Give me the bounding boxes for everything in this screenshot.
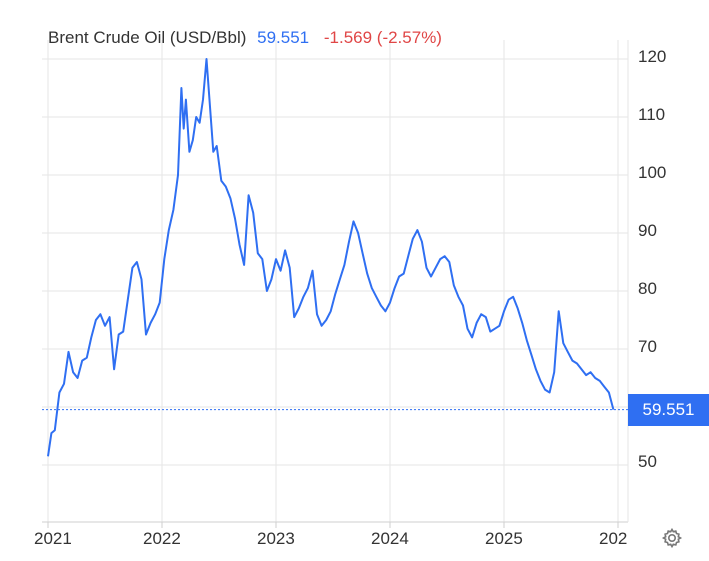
last-price-tag: 59.551 — [628, 394, 709, 426]
vertical-gridlines — [47, 40, 619, 522]
chart-header: Brent Crude Oil (USD/Bbl) 59.551 -1.569 … — [48, 28, 442, 48]
y-tick-label: 70 — [638, 337, 657, 356]
gear-icon[interactable] — [660, 526, 684, 550]
x-tick-label: 2023 — [257, 529, 295, 548]
x-tick-label: 202 — [599, 529, 628, 548]
y-tick-label: 80 — [638, 279, 657, 298]
y-tick-label: 90 — [638, 221, 657, 240]
instrument-name: Brent Crude Oil (USD/Bbl) — [48, 28, 247, 47]
x-tick-marks — [47, 522, 619, 528]
x-tick-label: 2021 — [34, 529, 72, 548]
y-tick-label: 110 — [638, 105, 666, 124]
y-tick-label: 50 — [638, 452, 657, 471]
horizontal-gridlines — [42, 58, 628, 466]
y-tick-label: 100 — [638, 163, 667, 182]
price-change: -1.569 (-2.57%) — [323, 28, 442, 47]
x-tick-label: 2024 — [371, 529, 409, 548]
current-price: 59.551 — [257, 28, 310, 47]
series-line — [47, 58, 615, 457]
x-tick-label: 2025 — [485, 529, 523, 548]
y-tick-label: 120 — [638, 47, 667, 66]
x-tick-label: 2022 — [143, 529, 181, 548]
